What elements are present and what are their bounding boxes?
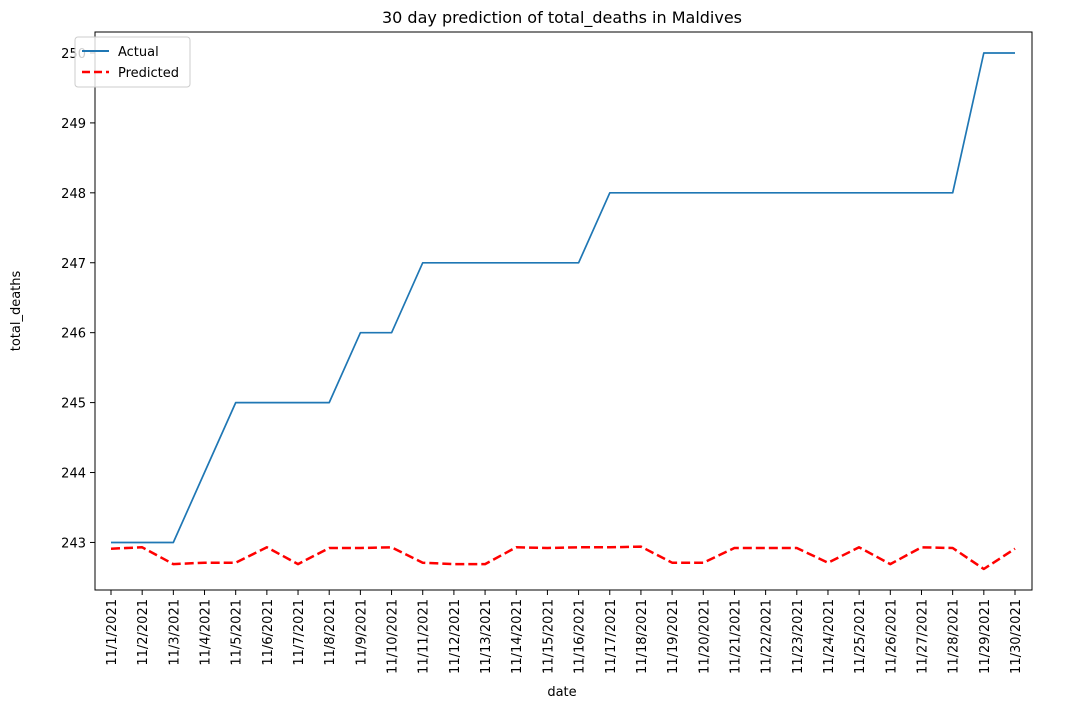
legend: Actual Predicted — [74, 36, 191, 88]
plot-area — [94, 31, 1033, 591]
x-tick-label: 11/10/2021 — [386, 599, 401, 674]
y-axis-label: total_deaths — [9, 271, 24, 352]
y-tick-label: 249 — [61, 117, 86, 132]
y-tick-label: 246 — [61, 327, 86, 342]
series-line-predicted — [110, 545, 1016, 571]
y-tick-label: 248 — [61, 187, 86, 202]
series-layer — [110, 52, 1016, 571]
x-tick-label: 11/26/2021 — [884, 599, 899, 674]
x-tick-label: 11/7/2021 — [292, 599, 307, 666]
y-tick-label: 243 — [61, 536, 86, 551]
x-tick-label: 11/6/2021 — [261, 599, 276, 666]
x-tick-label: 11/24/2021 — [822, 599, 837, 674]
x-tick-label: 11/5/2021 — [230, 599, 245, 666]
x-tick-label: 11/28/2021 — [947, 599, 962, 674]
x-tick-label: 11/11/2021 — [417, 599, 432, 674]
series-line-actual — [111, 52, 1015, 544]
x-tick-label: 11/17/2021 — [604, 599, 619, 674]
x-tick-label: 11/1/2021 — [105, 599, 120, 666]
x-tick-label: 11/16/2021 — [573, 599, 588, 674]
x-axis-label: date — [547, 685, 576, 700]
chart-title: 30 day prediction of total_deaths in Mal… — [382, 8, 742, 28]
x-tick-label: 11/8/2021 — [323, 599, 338, 666]
x-tick-label: 11/2/2021 — [136, 599, 151, 666]
x-tick-label: 11/12/2021 — [448, 599, 463, 674]
x-tick-label: 11/20/2021 — [697, 599, 712, 674]
x-tick-label: 11/13/2021 — [479, 599, 494, 674]
legend-actual-label: Actual — [118, 45, 159, 60]
x-tick-label: 11/29/2021 — [978, 599, 993, 674]
x-tick-label: 11/15/2021 — [541, 599, 556, 674]
x-tick-label: 11/4/2021 — [199, 599, 214, 666]
x-tick-label: 11/18/2021 — [635, 599, 650, 674]
y-tick-label: 245 — [61, 397, 86, 412]
y-tick-label: 247 — [61, 257, 86, 272]
x-tick-label: 11/30/2021 — [1009, 599, 1024, 674]
x-tick-label: 11/23/2021 — [791, 599, 806, 674]
x-tick-label: 11/14/2021 — [510, 599, 525, 674]
x-tick-label: 11/22/2021 — [760, 599, 775, 674]
x-tick-label: 11/21/2021 — [728, 599, 743, 674]
legend-box — [74, 36, 191, 88]
x-tick-label: 11/25/2021 — [853, 599, 868, 674]
legend-predicted-label: Predicted — [118, 66, 179, 81]
x-tick-label: 11/3/2021 — [167, 599, 182, 666]
x-tick-label: 11/27/2021 — [915, 599, 930, 674]
x-tick-label: 11/9/2021 — [354, 599, 369, 666]
x-tick-label: 11/19/2021 — [666, 599, 681, 674]
x-axis: 11/1/2021 11/2/2021 11/3/2021 11/4/2021 11/5… — [105, 590, 1024, 674]
y-tick-label: 244 — [61, 467, 86, 482]
